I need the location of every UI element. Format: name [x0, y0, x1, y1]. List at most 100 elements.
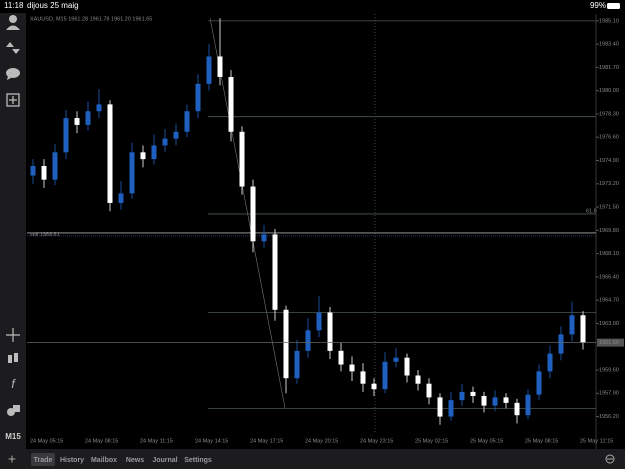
candle-body: [30, 165, 36, 176]
candle-body: [316, 312, 322, 331]
candle-body: [349, 364, 355, 372]
tab[interactable]: Trade: [34, 457, 53, 464]
y-tick-label: 1964.70: [599, 298, 619, 304]
candle-body: [151, 145, 157, 160]
tab[interactable]: Settings: [184, 457, 212, 464]
candle-body: [217, 56, 223, 77]
x-tick-label: 24 May 08:15: [85, 438, 118, 444]
trend-line: [209, 17, 286, 409]
y-tick-label: 1985.10: [599, 18, 619, 24]
sell-line-label: sell 1969.61: [30, 232, 60, 238]
account-icon[interactable]: [6, 15, 20, 30]
candle-body: [404, 357, 410, 376]
candle-body: [140, 152, 146, 160]
tab[interactable]: News: [126, 457, 144, 464]
tools-icon[interactable]: [605, 454, 615, 464]
crosshair-icon[interactable]: [6, 328, 20, 342]
y-tick-label: 1957.90: [599, 391, 619, 397]
timeframe-button[interactable]: M15: [5, 432, 21, 441]
candle-body: [239, 131, 245, 187]
tab[interactable]: Mailbox: [91, 457, 117, 464]
y-tick-label: 1966.40: [599, 274, 619, 280]
y-tick-label: 1969.80: [599, 228, 619, 234]
candle-body: [382, 361, 388, 390]
y-tick-label: 1959.60: [599, 367, 619, 373]
tab[interactable]: History: [60, 457, 84, 464]
tab[interactable]: Journal: [152, 457, 177, 464]
x-tick-label: 24 May 23:15: [360, 438, 393, 444]
x-tick-label: 25 May 12:15: [580, 438, 613, 444]
candle-body: [294, 350, 300, 379]
tab-bar: [0, 449, 625, 469]
trade-icon[interactable]: [6, 42, 20, 54]
objects-icon[interactable]: [7, 405, 20, 416]
fibo-label: 61.8: [586, 208, 597, 214]
indicators-icon[interactable]: [8, 353, 18, 363]
status-time: 11:18: [4, 1, 24, 10]
candle-body: [492, 397, 498, 406]
candle-body: [327, 312, 333, 351]
y-tick-label: 1968.10: [599, 251, 619, 257]
candle-body: [162, 138, 168, 146]
y-tick-label: 1981.70: [599, 65, 619, 71]
candle-body: [107, 104, 113, 203]
y-tick-label: 1976.60: [599, 135, 619, 141]
add-button[interactable]: +: [8, 451, 16, 467]
candle-body: [437, 397, 443, 417]
bid-label: 1961.60: [599, 340, 619, 346]
bid-label-bg: [597, 338, 624, 347]
x-tick-label: 24 May 11:15: [140, 438, 173, 444]
battery-icon: [607, 3, 620, 9]
x-tick-label: 24 May 17:15: [250, 438, 283, 444]
candle-body: [129, 152, 135, 194]
candle-body: [52, 152, 58, 180]
candle-body: [558, 334, 564, 354]
y-tick-label: 1974.90: [599, 158, 619, 164]
candle-body: [272, 234, 278, 310]
candle-body: [338, 350, 344, 365]
candle-body: [459, 391, 465, 401]
candle-body: [481, 396, 487, 406]
candle-body: [448, 400, 454, 417]
active-tab-bg: [31, 453, 55, 466]
y-tick-label: 1971.50: [599, 205, 619, 211]
candle-body: [261, 234, 267, 242]
candle-body: [184, 111, 190, 132]
candle-body: [228, 76, 234, 132]
candle-body: [206, 56, 212, 84]
y-tick-label: 1963.00: [599, 321, 619, 327]
y-tick-label: 1980.00: [599, 88, 619, 94]
candle-body: [118, 193, 124, 203]
candle-body: [514, 402, 520, 416]
left-toolbar: [0, 13, 26, 449]
x-tick-label: 25 May 02:15: [415, 438, 448, 444]
candle-body: [470, 391, 476, 397]
x-tick-label: 24 May 20:15: [305, 438, 338, 444]
x-tick-label: 25 May 05:15: [470, 438, 503, 444]
candle-body: [547, 353, 553, 372]
chart-title: XAUUSD, M15 1961.28 1961.78 1961.20 1961…: [30, 16, 152, 22]
candle-body: [569, 315, 575, 335]
candle-body: [503, 397, 509, 403]
candle-body: [393, 357, 399, 362]
y-tick-label: 1973.20: [599, 181, 619, 187]
candle-body: [85, 111, 91, 125]
function-icon[interactable]: f: [11, 377, 16, 391]
candle-body: [74, 118, 80, 125]
x-tick-label: 24 May 05:15: [30, 438, 63, 444]
candle-body: [426, 383, 432, 398]
candle-body: [63, 118, 69, 153]
chat-icon[interactable]: [6, 68, 20, 80]
candle-body: [525, 394, 531, 416]
y-tick-label: 1956.20: [599, 414, 619, 420]
y-tick-label: 1983.40: [599, 42, 619, 48]
status-battery: 99%: [590, 1, 606, 10]
x-tick-label: 24 May 14:15: [195, 438, 228, 444]
candle-body: [305, 330, 311, 351]
candle-body: [536, 371, 542, 395]
add-chart-icon[interactable]: [6, 93, 20, 107]
candle-body: [41, 165, 47, 180]
candle-body: [96, 104, 102, 112]
